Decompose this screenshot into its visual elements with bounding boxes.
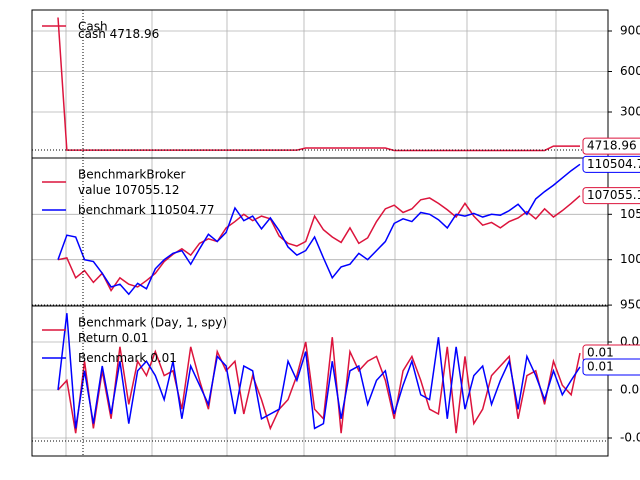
panel-title: Cash <box>78 20 108 34</box>
panel-title: Benchmark (Day, 1, spy) <box>78 316 227 330</box>
legend-entry: Benchmark 0.01 <box>78 351 177 365</box>
legend-value: 0.01 <box>122 331 149 345</box>
legend-name: benchmark <box>78 203 146 217</box>
tag-text: 4718.96 <box>587 139 637 153</box>
y-tick-label: 100000 <box>620 252 640 266</box>
legend-entry: cash 4718.96 <box>78 27 159 41</box>
legend-entry: Return 0.01 <box>78 331 148 345</box>
series-line <box>57 17 580 152</box>
legend-entry: value 107055.12 <box>78 183 180 197</box>
y-tick-label: 90000 <box>620 24 640 38</box>
legend-value: 110504.77 <box>150 203 215 217</box>
tag-text: 0.01 <box>587 359 614 373</box>
legend-name: Return <box>78 331 118 345</box>
v-grid <box>65 10 557 456</box>
series-line <box>57 163 581 296</box>
last-value-tag: 0.01 <box>582 358 640 376</box>
tag-box <box>582 137 640 155</box>
y-tick-label: 105000 <box>620 207 640 221</box>
last-value-tag: 0.01 <box>582 344 640 362</box>
frames <box>31 9 609 457</box>
y-tick-label: 95000 <box>620 298 640 312</box>
tag-text: 107055.12 <box>587 188 640 202</box>
series-line <box>57 313 581 430</box>
crosshair <box>32 10 608 456</box>
tag-box <box>582 358 640 376</box>
tag-box <box>582 187 640 205</box>
legend-value: 0.01 <box>150 351 177 365</box>
tag-text: 110504.77 <box>587 157 640 171</box>
panel-title: BenchmarkBroker <box>78 168 185 182</box>
last-value-tag: 107055.12 <box>582 187 640 205</box>
legend-name: Benchmark <box>78 351 146 365</box>
legend-value: 107055.12 <box>115 183 180 197</box>
last-value-tag: 110504.77 <box>582 155 640 173</box>
last-value-tag: 4718.96 <box>582 137 640 155</box>
legend-name: cash <box>78 27 106 41</box>
series-line <box>57 195 581 293</box>
y-tick-label: -0.01 <box>620 431 640 445</box>
series-line <box>57 337 581 434</box>
y-tick-label: 30000 <box>620 105 640 119</box>
tag-box <box>582 155 640 173</box>
legend-value: 4718.96 <box>110 27 160 41</box>
legend-name: value <box>78 183 111 197</box>
y-tick-label: 0.00 <box>620 383 640 397</box>
y-tick-label: 60000 <box>620 64 640 78</box>
legend-entry: benchmark 110504.77 <box>78 203 214 217</box>
tag-text: 0.01 <box>587 346 614 360</box>
